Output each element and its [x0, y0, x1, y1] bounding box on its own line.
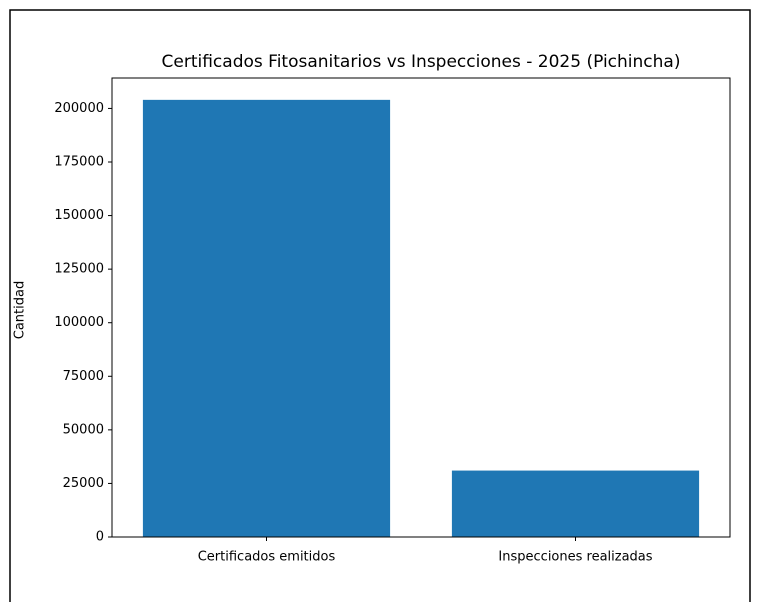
y-axis-label: Cantidad [13, 281, 28, 339]
screenshot-frame [9, 9, 751, 602]
chart-title: Certificados Fitosanitarios vs Inspeccio… [162, 52, 681, 72]
y-tick-label: 25000 [63, 476, 104, 491]
y-tick-label: 200000 [54, 101, 104, 116]
y-tick-label: 175000 [54, 155, 104, 170]
x-tick-label: Inspecciones realizadas [498, 550, 652, 565]
y-tick-label: 0 [96, 530, 104, 545]
bar [451, 470, 700, 537]
y-tick-label: 150000 [54, 208, 104, 223]
y-tick-label: 75000 [63, 369, 104, 384]
x-tick-label: Certificados emitidos [198, 550, 336, 565]
plot-frame [111, 77, 731, 538]
y-tick-label: 125000 [54, 262, 104, 277]
bar [142, 99, 391, 537]
y-tick-label: 50000 [63, 422, 104, 437]
y-tick-label: 100000 [54, 315, 104, 330]
